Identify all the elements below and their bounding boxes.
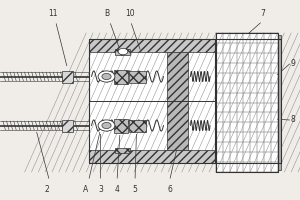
Text: B: B [104,8,109,18]
Text: 8: 8 [290,116,295,124]
Text: 11: 11 [48,8,57,18]
Text: 4: 4 [115,184,119,194]
Bar [62,119,73,132]
Bar [88,52,214,150]
Text: 2: 2 [44,184,49,194]
Bar [129,119,146,132]
Bar [278,35,281,170]
Bar [114,118,128,132]
Bar [116,148,130,153]
Bar [88,39,214,163]
Text: 3: 3 [98,184,103,194]
Text: 10: 10 [126,8,135,18]
Text: 9: 9 [290,60,295,68]
Text: 6: 6 [167,184,172,194]
Text: 7: 7 [260,8,265,18]
Circle shape [102,73,111,80]
Circle shape [102,122,111,129]
Bar [116,49,130,55]
Circle shape [118,48,128,55]
Bar [129,71,146,83]
Text: A: A [83,184,88,194]
Circle shape [98,71,115,82]
Bar [167,52,188,150]
Circle shape [98,120,115,131]
Bar [88,150,214,163]
Bar [216,33,278,172]
Text: 5: 5 [133,184,137,194]
Bar [88,39,214,52]
Bar [62,71,73,83]
Bar [114,70,128,84]
Bar [216,33,278,172]
